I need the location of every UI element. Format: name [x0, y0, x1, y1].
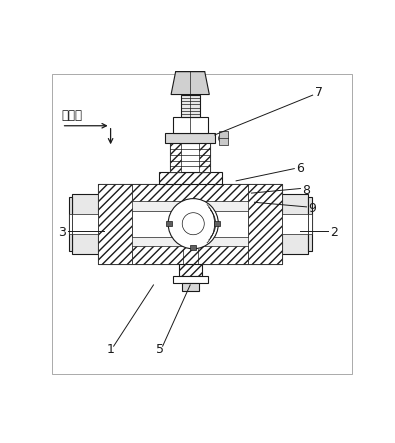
Text: 8: 8 [303, 183, 310, 197]
Bar [190, 245, 196, 250]
Text: 3: 3 [58, 226, 66, 239]
Bar [72, 214, 98, 233]
Bar [248, 184, 282, 264]
Bar [218, 132, 228, 145]
Bar [173, 276, 208, 283]
Bar [181, 94, 200, 117]
Bar [170, 143, 181, 172]
Text: 左端通: 左端通 [62, 109, 83, 121]
Bar [178, 52, 202, 58]
Bar [178, 47, 202, 52]
Polygon shape [171, 72, 209, 94]
Bar [132, 184, 248, 202]
Circle shape [168, 198, 218, 249]
Bar [173, 117, 208, 133]
Bar [69, 197, 72, 250]
Bar [282, 214, 308, 233]
Bar [170, 143, 210, 172]
Bar [132, 211, 248, 237]
Bar [282, 194, 308, 253]
Bar [159, 172, 222, 184]
Bar [98, 184, 132, 264]
Text: 7: 7 [315, 85, 323, 99]
Text: 2: 2 [330, 226, 338, 239]
Polygon shape [176, 58, 205, 72]
Bar [165, 133, 215, 143]
Circle shape [182, 213, 204, 235]
Text: 9: 9 [309, 202, 316, 215]
Bar [308, 197, 312, 250]
Text: 6: 6 [297, 162, 304, 175]
Bar [98, 184, 282, 264]
Bar [308, 214, 312, 233]
Bar [182, 283, 199, 291]
Bar [132, 246, 248, 264]
Text: 1: 1 [107, 343, 115, 356]
Text: 5: 5 [156, 343, 164, 356]
Circle shape [218, 134, 228, 143]
Bar [179, 264, 202, 276]
Bar [69, 214, 72, 233]
Bar [214, 221, 220, 226]
Bar [72, 194, 98, 253]
Bar [199, 143, 210, 172]
Bar [167, 221, 172, 226]
